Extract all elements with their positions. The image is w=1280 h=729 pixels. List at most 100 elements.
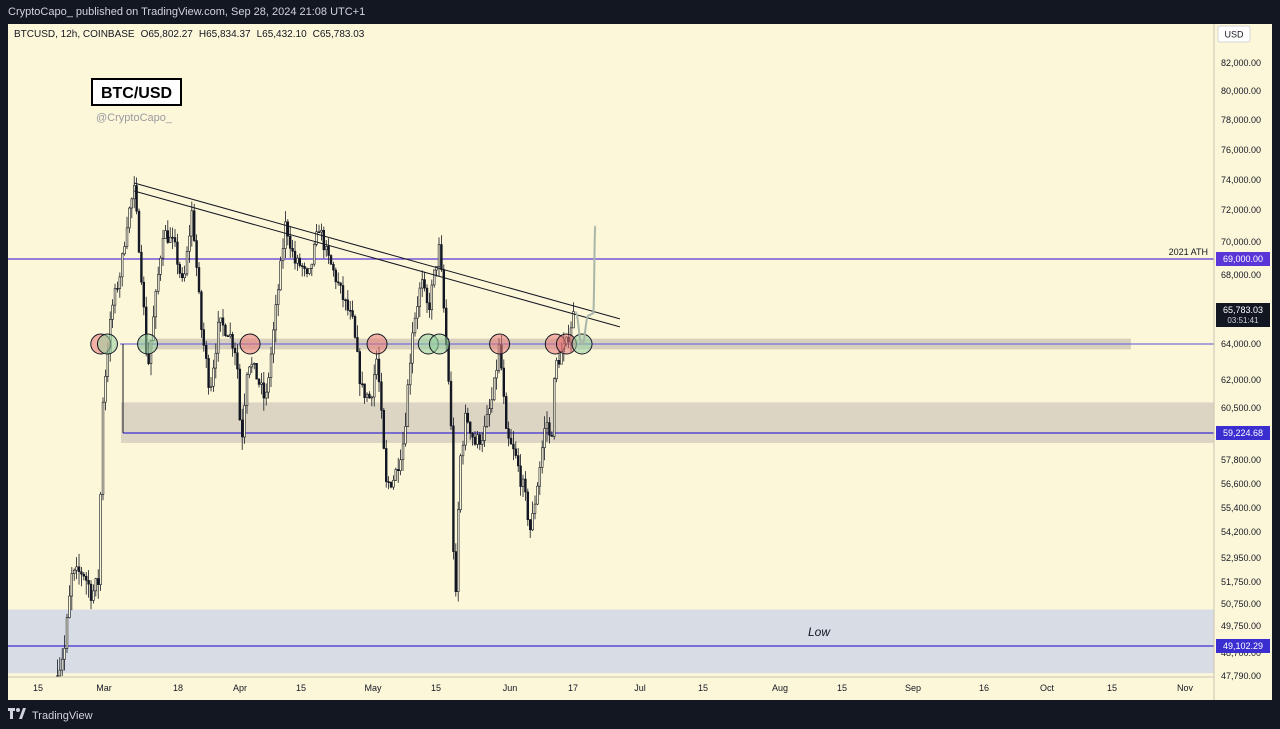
candle-body-64 [209,385,213,388]
zones-layer [8,338,1214,674]
zone-1 [121,402,1214,443]
candle-body-205 [548,422,551,436]
candle-body-24 [113,288,117,306]
tradingview-brand[interactable]: TradingView [8,708,93,723]
candle-body-87 [265,391,268,399]
x-tick-15: Oct [1040,683,1055,693]
candle-body-149 [413,317,417,334]
candle-body-60 [200,291,203,330]
candle-body-152 [421,279,424,289]
green-circle-1 [137,333,159,355]
candle-body-83 [255,363,258,380]
candle-body-113 [327,246,330,256]
x-tick-5: May [364,683,382,693]
candle-body-34 [137,210,141,253]
x-tick-14: 16 [979,683,989,693]
candle-body-50 [176,241,179,265]
candle-body-91 [274,304,278,331]
candle-body-72 [229,334,232,337]
candle-body-68 [219,317,222,323]
candle-body-105 [308,268,311,274]
candle-body-9 [77,566,81,573]
candle-body-47 [169,236,172,243]
candle-body-160 [440,244,443,270]
candle-body-174 [473,436,477,445]
candle-body-49 [173,237,177,243]
candle-body-84 [257,378,261,385]
candle-body-182 [493,377,496,401]
candle-body-190 [512,443,515,450]
y-tick-1: 80,000.00 [1221,86,1261,96]
candle-body-54 [185,251,189,275]
candle-body-28 [123,246,126,255]
candle-body-112 [325,246,328,251]
candle-body-31 [130,198,134,209]
candle-body-137 [385,448,388,482]
candle-body-129 [365,393,369,399]
candle-body-148 [411,332,414,364]
candle-body-116 [334,269,338,283]
candle-body-46 [166,230,170,243]
candle-body-194 [521,478,525,487]
candle-body-12 [85,575,88,581]
price-label-1: 59,224.68 [1223,428,1263,438]
candle-body-8 [75,566,78,571]
candle-body-197 [529,519,532,531]
projection-layer [574,225,597,346]
candle-body-141 [394,469,398,481]
candle-body-177 [481,440,484,445]
currency-badge[interactable] [1217,25,1251,43]
ohlc-open: O65,802.27 [141,29,194,40]
candle-body-122 [349,309,352,312]
candle-body-209 [557,360,561,365]
candle-body-187 [505,396,508,429]
x-tick-12: 15 [837,683,847,693]
candle-body-75 [236,352,239,370]
candle-body-27 [121,253,124,278]
candle-body-79 [245,374,249,406]
candle-body-121 [346,299,350,311]
candle-body-41 [154,291,158,318]
candles-layer [56,176,575,678]
candle-body-103 [303,266,306,270]
title-box [91,78,182,106]
candle-body-131 [370,396,374,399]
x-tick-9: Jul [634,683,646,693]
candle-body-117 [337,281,340,284]
candle-body-201 [538,467,542,487]
current-price-box [1216,302,1270,327]
projection-path [574,225,597,346]
candle-body-2 [61,658,64,671]
green-circle-0 [96,333,118,355]
candle-body-210 [560,351,563,365]
candle-body-53 [183,273,186,278]
candle-body-155 [428,302,431,311]
candle-body-168 [459,455,462,511]
candle-body-171 [466,412,470,423]
y-tick-10: 60,500.00 [1221,403,1261,413]
candle-body-180 [488,408,491,415]
y-tick-2: 78,000.00 [1221,115,1261,125]
candle-body-183 [495,370,498,379]
candle-body-136 [382,409,386,449]
candle-body-156 [430,284,434,311]
candle-body-70 [224,324,227,336]
candle-body-90 [272,329,275,355]
candle-body-164 [449,380,453,427]
ohlc-close: C65,783.03 [313,29,365,40]
candle-body-80 [248,366,251,376]
candle-body-10 [80,571,83,575]
y-tick-14: 54,200.00 [1221,527,1261,537]
candle-body-159 [437,244,441,267]
candle-body-169 [461,444,465,457]
price-label-0: 69,000.00 [1223,254,1263,264]
btc-chart[interactable]: 82,000.00 80,000.00 78,000.00 76,000.00 74,0… [8,24,1272,700]
chart-frame[interactable]: 82,000.00 80,000.00 78,000.00 76,000.00 74,0… [8,24,1272,700]
candle-body-139 [389,481,393,488]
candle-body-165 [452,425,455,552]
x-tick-7: Jun [503,683,518,693]
title-box-text: BTC/USD [101,85,172,102]
x-tick-4: 15 [296,683,306,693]
candle-body-119 [341,285,345,301]
y-tick-7: 68,000.00 [1221,270,1261,280]
